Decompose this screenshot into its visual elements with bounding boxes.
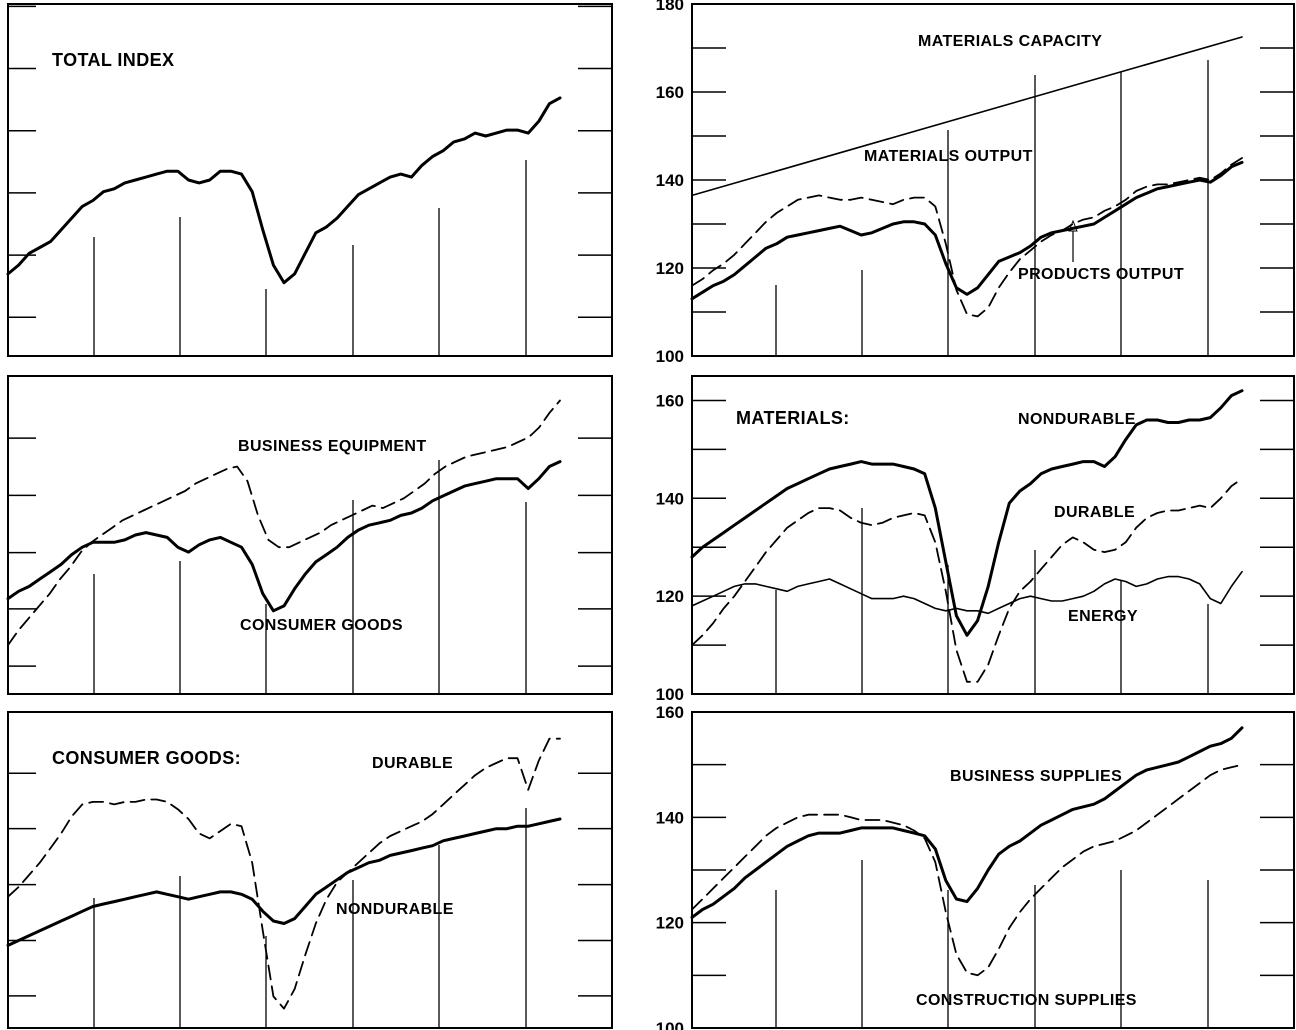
y-tick-label: 120 — [656, 914, 684, 933]
series-line — [691, 36, 1243, 197]
series-line — [6, 817, 562, 947]
series-line — [690, 389, 1244, 637]
y-tick-label: 140 — [656, 171, 684, 190]
plot-area — [6, 399, 612, 694]
series-label-durable: DURABLE — [372, 755, 453, 772]
y-tick-label: 100 — [656, 347, 684, 366]
y-tick-label: 120 — [656, 259, 684, 278]
series-label-construction-supplies: CONSTRUCTION SUPPLIES — [916, 992, 1137, 1009]
y-tick-label: 160 — [656, 703, 684, 722]
panel-supplies: BUSINESS SUPPLIES CONSTRUCTION SUPPLIES … — [656, 703, 1295, 1030]
panel-materials: MATERIALS: NONDURABLE DURABLE ENERGY 100… — [656, 375, 1295, 704]
y-tick-label: 180 — [656, 0, 684, 14]
series-line — [691, 763, 1243, 977]
panel-consumer-goods: CONSUMER GOODS: DURABLE NONDURABLE — [6, 711, 613, 1029]
y-tick-label: 120 — [656, 587, 684, 606]
panel-frame — [691, 711, 1295, 1029]
series-line — [691, 477, 1243, 683]
series-label-durable: DURABLE — [1054, 504, 1135, 521]
series-label-nondurable: NONDURABLE — [336, 901, 454, 918]
plot-area — [6, 737, 612, 1028]
panel-frame — [7, 711, 613, 1029]
y-tick-label: 160 — [656, 83, 684, 102]
panel-title: TOTAL INDEX — [52, 50, 174, 70]
panel-title: MATERIALS: — [736, 408, 850, 428]
series-label-products-output: PRODUCTS OUTPUT — [1018, 266, 1184, 283]
series-label-nondurable: NONDURABLE — [1018, 411, 1136, 428]
series-line — [6, 96, 562, 285]
series-label-consumer-goods: CONSUMER GOODS — [240, 617, 403, 634]
series-label-materials-capacity: MATERIALS CAPACITY — [918, 33, 1102, 50]
series-label-business-equipment: BUSINESS EQUIPMENT — [238, 438, 427, 455]
series-line — [6, 460, 562, 613]
y-tick-label: 160 — [656, 391, 684, 410]
plot-area: 100 120 140 160 180 — [656, 0, 1294, 366]
y-tick-label: 140 — [656, 489, 684, 508]
panel-frame — [691, 375, 1295, 695]
plot-area: 100 120 140 160 — [656, 389, 1294, 704]
panel-total-index: TOTAL INDEX — [6, 3, 613, 357]
y-tick-label: 100 — [656, 1019, 684, 1030]
y-tick-label: 100 — [656, 685, 684, 704]
series-line — [691, 570, 1243, 615]
plot-area: 100 120 140 160 — [656, 703, 1294, 1030]
series-label-business-supplies: BUSINESS SUPPLIES — [950, 768, 1122, 785]
panel-business-equipment: BUSINESS EQUIPMENT CONSUMER GOODS — [6, 375, 613, 695]
y-tick-label: 140 — [656, 808, 684, 827]
series-line — [7, 737, 561, 1010]
series-label-energy: ENERGY — [1068, 608, 1138, 625]
panel-title: CONSUMER GOODS: — [52, 748, 241, 768]
panel-frame — [7, 3, 613, 357]
panel-materials-capacity: MATERIALS CAPACITY MATERIALS OUTPUT PROD… — [656, 0, 1295, 366]
panel-frame — [7, 375, 613, 695]
series-line — [690, 726, 1244, 919]
series-line — [690, 160, 1244, 301]
plot-area — [6, 5, 612, 356]
